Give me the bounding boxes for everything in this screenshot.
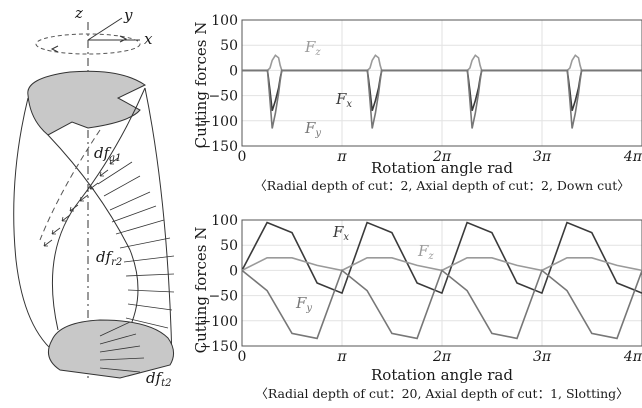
chart1-series-label-fz: Fz (304, 38, 321, 58)
chart1-x-tick-label: 3π (533, 149, 552, 165)
rotation-arrow-icon-2 (50, 45, 59, 53)
chart2-y-tick-label: 0 (229, 263, 238, 279)
chart1-x-axis-label: Rotation angle rad (371, 159, 513, 177)
end-mill-illustration: z y x (13, 4, 175, 389)
chart2-x-tick-label: 4π (623, 349, 642, 365)
chart2-y-tick-label: 50 (220, 238, 238, 254)
chart-down-cut: Cutting forces N Rotation angle rad 〈Rad… (192, 13, 642, 193)
label-dfr2: dfr2 (96, 248, 122, 268)
chart1-y-tick-label: 50 (220, 38, 238, 54)
chart2-series-label-fz: Fz (417, 242, 434, 262)
chart2-x-axis-label: Rotation angle rad (371, 366, 513, 384)
helical-flute-hidden (39, 129, 101, 241)
chart2-series-label-fx: Fx (332, 223, 349, 243)
chart2-x-tick-label: π (336, 349, 347, 365)
chart2-y-tick-label: −50 (208, 289, 238, 305)
y-axis-label: y (123, 6, 133, 24)
tool-outline-left (13, 97, 59, 356)
force-arrows-c (99, 321, 145, 373)
chart1-y-tick-label: −100 (200, 114, 238, 130)
chart1-x-tick-label: 4π (623, 149, 642, 165)
force-arrows-b (97, 161, 175, 361)
chart2-x-tick-label: 3π (533, 349, 552, 365)
chart1-y-tick-label: 0 (229, 63, 238, 79)
chart2-series-fx (241, 221, 642, 295)
chart2-frame (241, 219, 642, 347)
chart2-y-axis-label: Cutting forces N (192, 227, 210, 354)
top-cross-section (27, 70, 146, 136)
chart2-series-label-fy: Fy (295, 294, 312, 314)
y-axis-line (87, 17, 123, 41)
x-axis-label: x (144, 30, 153, 48)
chart2-x-tick-label: 0 (238, 349, 247, 365)
label-dft2: dft2 (146, 369, 172, 389)
chart2-series-fy (241, 269, 642, 340)
chart1-y-axis-label: Cutting forces N (192, 22, 210, 149)
chart1-y-tick-label: 100 (211, 13, 238, 29)
chart1-series-fy (242, 69, 642, 129)
chart2-y-tick-label: 100 (211, 213, 238, 229)
label-dfa1: dfa1 (94, 144, 121, 164)
chart1-series-label-fy: Fy (304, 119, 321, 139)
chart2-y-tick-label: −150 (200, 339, 238, 355)
chart1-series-label-fx: Fx (335, 90, 352, 110)
rotation-arrow-icon (119, 35, 128, 43)
bottom-cross-section (47, 319, 174, 379)
chart1-y-tick-label: −150 (200, 139, 238, 155)
chart1-x-tick-label: 0 (238, 149, 247, 165)
chart2-x-tick-label: 2π (432, 349, 452, 365)
tool-outline-right (144, 87, 173, 361)
chart1-x-tick-label: π (336, 149, 347, 165)
chart-slotting: Cutting forces N Rotation angle rad 〈Rad… (192, 213, 642, 401)
chart1-x-tick-label: 2π (432, 149, 452, 165)
z-axis-label: z (74, 4, 83, 22)
force-arrows-a (43, 157, 119, 247)
chart2-caption: 〈Radial depth of cut：20, Axial depth of … (255, 386, 628, 401)
chart1-y-tick-label: −50 (208, 89, 238, 105)
chart1-frame (241, 19, 642, 147)
rotation-ellipse (35, 33, 141, 55)
chart1-caption: 〈Radial depth of cut：2, Axial depth of c… (254, 178, 630, 193)
chart2-y-tick-label: −100 (200, 314, 238, 330)
